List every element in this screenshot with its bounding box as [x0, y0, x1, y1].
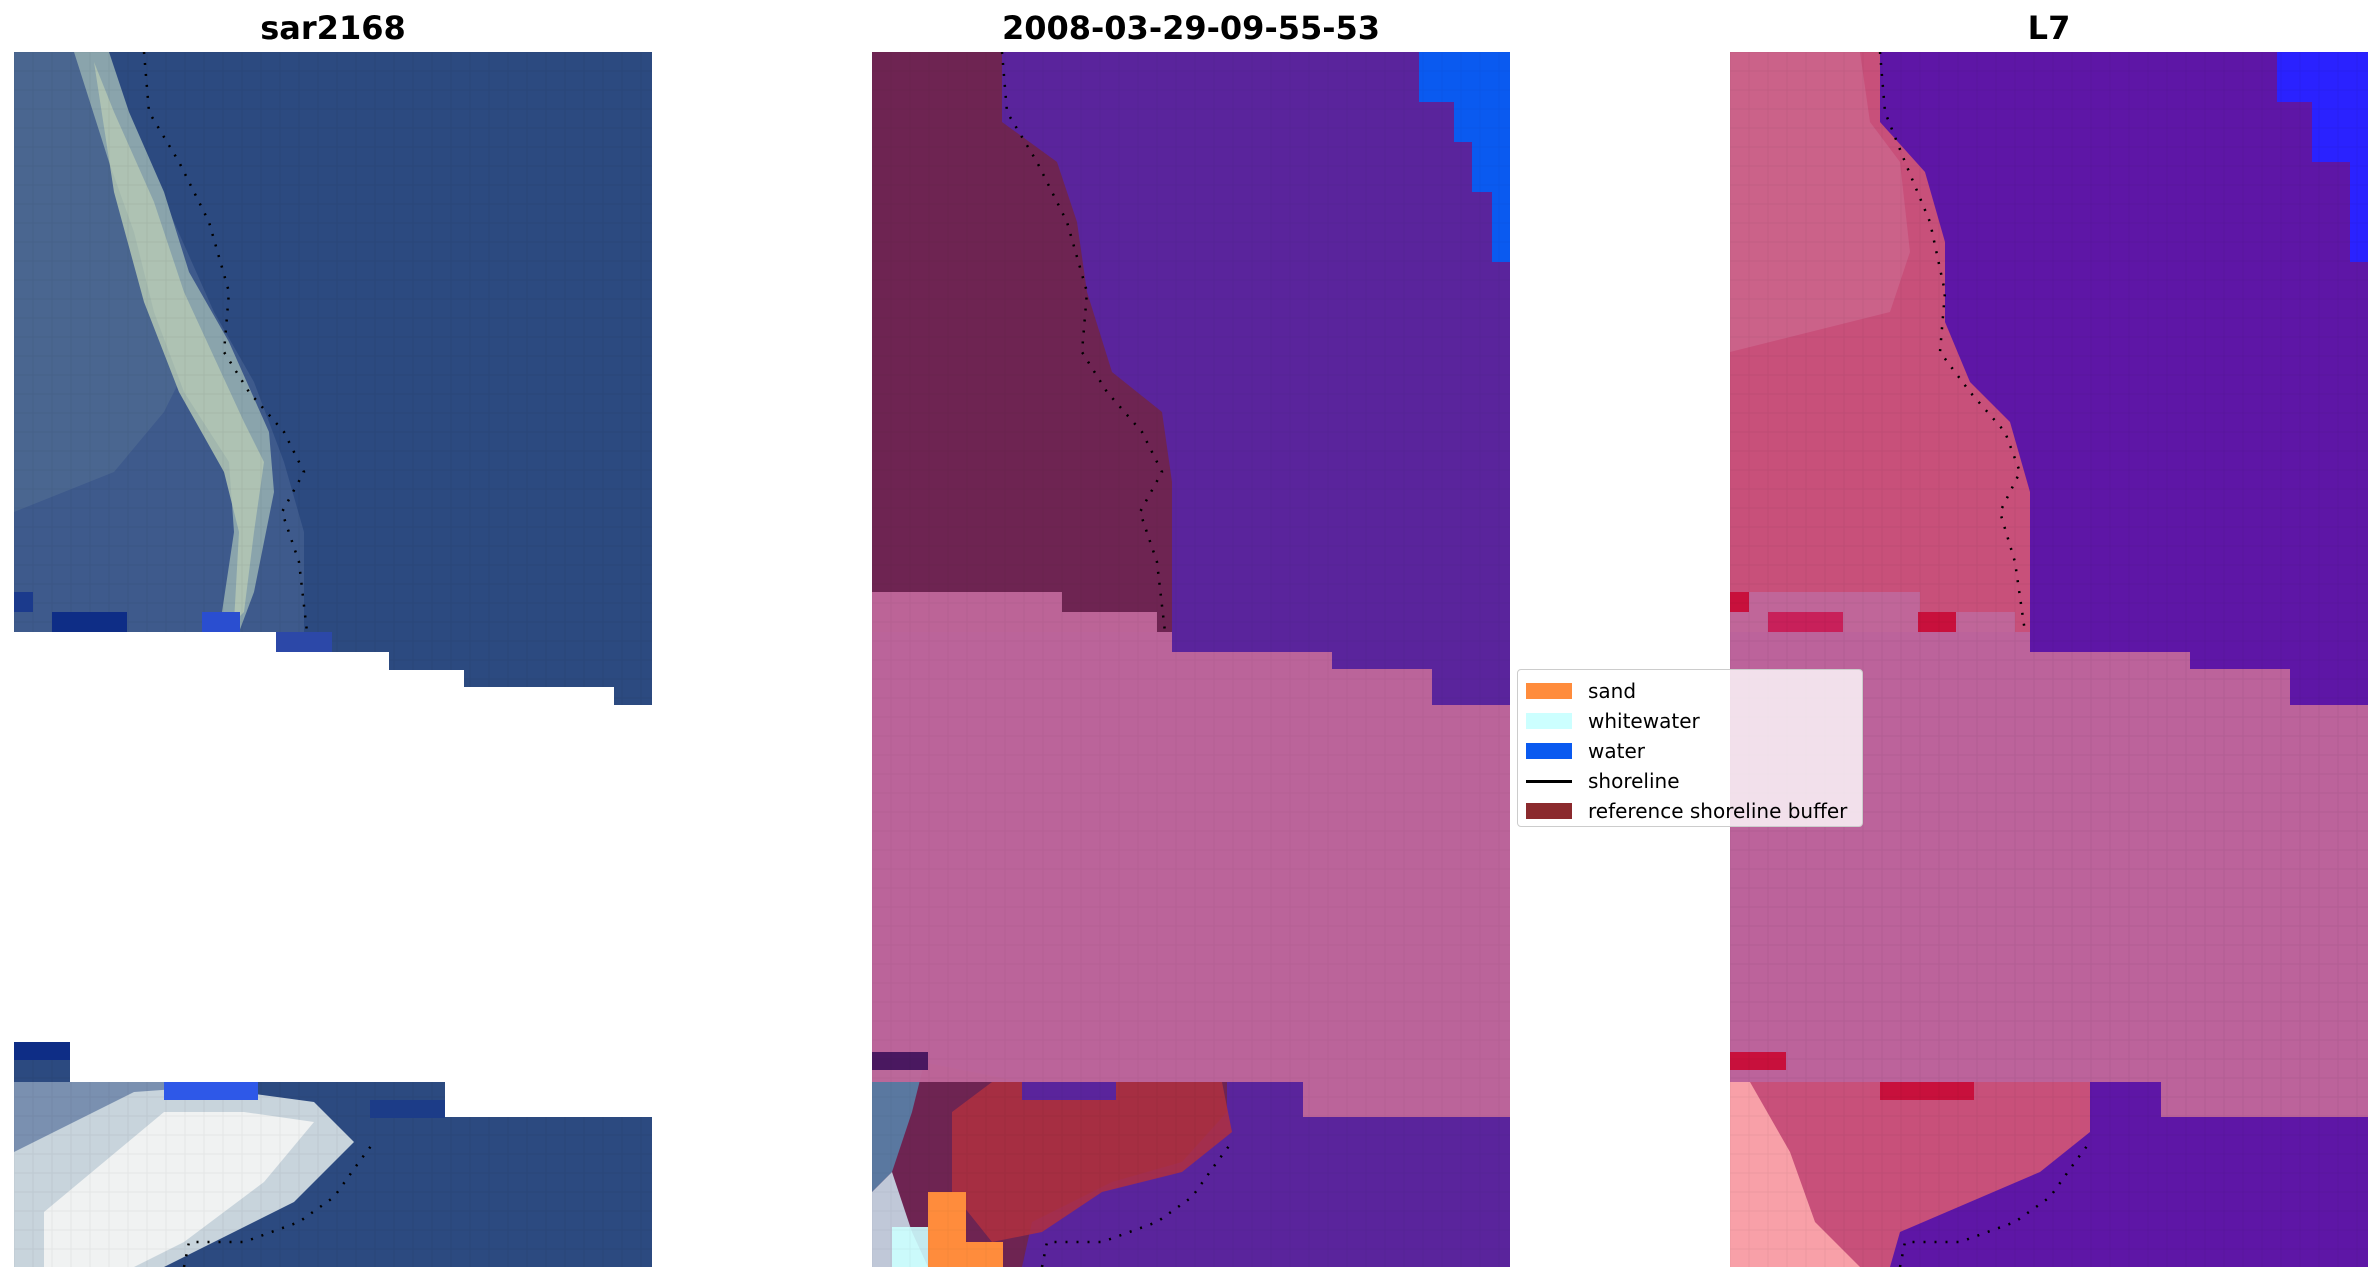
classified-image	[872, 52, 1510, 1267]
legend-item-water: water	[1526, 736, 1854, 766]
rgb-top-region	[14, 52, 652, 705]
mndwi-image-panel	[1730, 52, 2368, 1267]
rgb-bottom-region	[14, 1042, 652, 1267]
legend-item-sand: sand	[1526, 676, 1854, 706]
whitewater-swatch	[1526, 713, 1572, 729]
legend-label: whitewater	[1588, 709, 1700, 733]
buffer-swatch	[1526, 803, 1572, 819]
panel-title-rgb: sar2168	[260, 9, 406, 47]
panel-title-mndwi: L7	[2027, 9, 2071, 47]
legend: sand whitewater water shoreline referenc…	[1517, 669, 1863, 827]
rgb-image-panel	[14, 52, 652, 1267]
legend-label: reference shoreline buffer	[1588, 799, 1848, 823]
legend-label: shoreline	[1588, 769, 1680, 793]
legend-item-shoreline: shoreline	[1526, 766, 1854, 796]
legend-label: sand	[1588, 679, 1637, 703]
shoreline-line-swatch	[1526, 779, 1572, 783]
legend-item-reference-buffer: reference shoreline buffer	[1526, 796, 1854, 826]
classified-shoreline	[1000, 52, 1167, 633]
rgb-image	[14, 52, 652, 1267]
classified-image-panel	[872, 52, 1510, 1267]
legend-label: water	[1588, 739, 1645, 763]
legend-item-whitewater: whitewater	[1526, 706, 1854, 736]
water-swatch	[1526, 743, 1572, 759]
sand-swatch	[1526, 683, 1572, 699]
panel-title-classified: 2008-03-29-09-55-53	[1001, 9, 1381, 47]
mndwi-image	[1730, 52, 2368, 1267]
rgb-shoreline	[142, 52, 309, 633]
